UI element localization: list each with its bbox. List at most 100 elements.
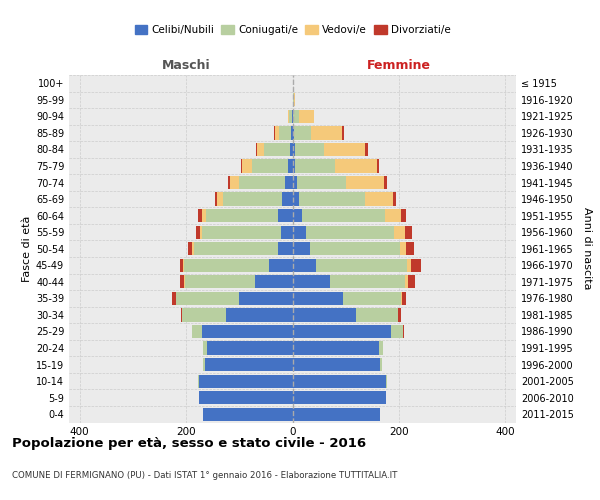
Bar (302, 209, 385, 222)
Bar (293, 408, 380, 421)
Bar (279, 126, 291, 140)
Bar (181, 308, 182, 322)
Bar (176, 292, 239, 305)
Bar (217, 192, 223, 205)
Bar (293, 110, 299, 123)
Bar (293, 93, 295, 106)
Bar (293, 358, 380, 371)
Bar (230, 176, 239, 189)
Bar (203, 408, 293, 421)
Bar (239, 292, 293, 305)
Bar (289, 110, 292, 123)
Bar (284, 176, 293, 189)
Bar (179, 258, 184, 272)
Bar (269, 258, 293, 272)
Bar (365, 143, 368, 156)
Bar (400, 242, 406, 256)
Bar (188, 242, 192, 256)
Bar (293, 226, 306, 239)
Bar (256, 143, 257, 156)
Bar (293, 126, 294, 140)
Bar (192, 242, 194, 256)
Bar (282, 192, 293, 205)
Bar (324, 143, 365, 156)
Bar (310, 242, 400, 256)
Bar (330, 275, 406, 288)
Bar (299, 110, 314, 123)
Bar (208, 342, 293, 354)
Bar (182, 308, 226, 322)
Text: Maschi: Maschi (162, 58, 211, 71)
Bar (379, 342, 383, 354)
Bar (343, 292, 401, 305)
Bar (239, 176, 284, 189)
Bar (401, 209, 406, 222)
Bar (380, 358, 382, 371)
Bar (202, 209, 206, 222)
Bar (290, 143, 293, 156)
Legend: Celibi/Nubili, Coniugati/e, Vedovi/e, Divorziati/e: Celibi/Nubili, Coniugati/e, Vedovi/e, Di… (130, 21, 455, 40)
Bar (172, 292, 176, 305)
Bar (291, 126, 293, 140)
Bar (365, 192, 393, 205)
Bar (202, 226, 281, 239)
Bar (293, 275, 330, 288)
Bar (385, 209, 401, 222)
Bar (295, 160, 335, 172)
Bar (205, 358, 293, 371)
Bar (406, 242, 414, 256)
Bar (274, 126, 275, 140)
Bar (384, 176, 386, 189)
Bar (199, 374, 293, 388)
Bar (196, 226, 200, 239)
Bar (199, 391, 293, 404)
Bar (306, 226, 394, 239)
Bar (406, 275, 408, 288)
Bar (185, 275, 255, 288)
Bar (411, 258, 421, 272)
Text: COMUNE DI FERMIGNANO (PU) - Dati ISTAT 1° gennaio 2016 - Elaborazione TUTTITALIA: COMUNE DI FERMIGNANO (PU) - Dati ISTAT 1… (12, 471, 397, 480)
Bar (275, 126, 279, 140)
Bar (193, 325, 202, 338)
Bar (293, 325, 391, 338)
Bar (203, 358, 205, 371)
Bar (255, 275, 293, 288)
Bar (241, 160, 242, 172)
Bar (346, 176, 384, 189)
Bar (202, 325, 293, 338)
Y-axis label: Anni di nascita: Anni di nascita (582, 208, 592, 290)
Bar (311, 126, 342, 140)
Bar (295, 143, 324, 156)
Bar (293, 258, 316, 272)
Bar (294, 126, 311, 140)
Bar (293, 374, 386, 388)
Bar (184, 258, 269, 272)
Bar (203, 342, 208, 354)
Bar (335, 160, 377, 172)
Bar (278, 242, 293, 256)
Bar (288, 110, 289, 123)
Bar (403, 325, 404, 338)
Bar (179, 275, 184, 288)
Bar (377, 160, 379, 172)
Bar (223, 192, 282, 205)
Bar (293, 160, 295, 172)
Y-axis label: Fasce di età: Fasce di età (22, 216, 32, 282)
Bar (278, 209, 293, 222)
Bar (293, 292, 343, 305)
Bar (316, 258, 407, 272)
Bar (194, 242, 278, 256)
Bar (297, 176, 346, 189)
Bar (293, 192, 299, 205)
Bar (293, 143, 295, 156)
Bar (257, 143, 264, 156)
Bar (226, 308, 293, 322)
Bar (342, 126, 344, 140)
Text: Popolazione per età, sesso e stato civile - 2016: Popolazione per età, sesso e stato civil… (12, 438, 366, 450)
Bar (394, 226, 406, 239)
Bar (184, 275, 185, 288)
Bar (406, 226, 412, 239)
Bar (293, 391, 386, 404)
Bar (206, 209, 278, 222)
Bar (215, 192, 217, 205)
